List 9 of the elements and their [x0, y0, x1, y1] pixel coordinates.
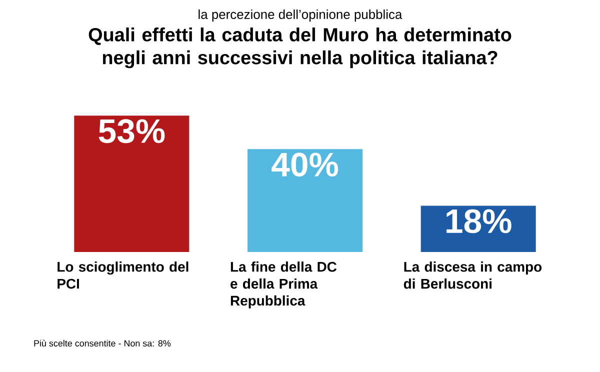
x-tick-label: La discesa in campo di Berlusconi — [404, 262, 542, 289]
data-label: 53% — [98, 119, 165, 144]
chart-title: Quali effetti la caduta del Muro ha determinato negli anni successivi nella politica italiana? — [88, 28, 512, 68]
x-tick-label: Lo scioglimento del PCI — [58, 262, 188, 289]
chart-subtitle: la percezione dell’opinione pubblica — [198, 10, 402, 22]
data-label: 18% — [446, 209, 512, 234]
x-tick-label: La fine della DC e della Prima Repubblica — [230, 262, 337, 308]
text: Più scelte consentite - Non sa: 8% — [34, 340, 171, 346]
data-label: 40% — [272, 152, 338, 177]
